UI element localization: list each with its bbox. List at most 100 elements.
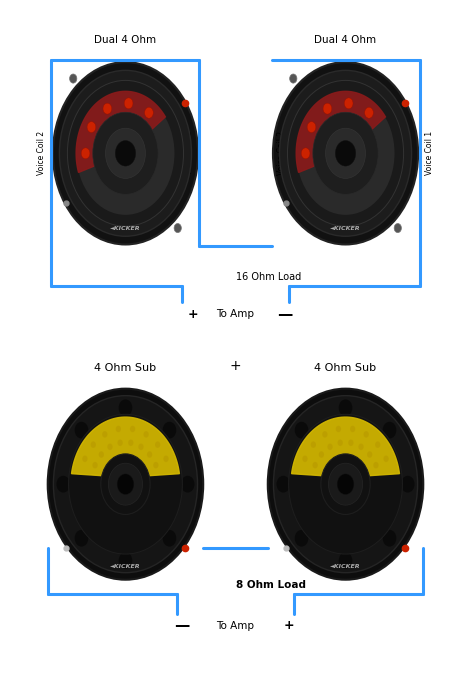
Ellipse shape — [274, 396, 418, 573]
Ellipse shape — [119, 552, 132, 569]
Ellipse shape — [279, 71, 412, 236]
Ellipse shape — [163, 456, 169, 462]
Ellipse shape — [115, 140, 136, 166]
Ellipse shape — [382, 422, 396, 439]
Text: +: + — [230, 359, 241, 374]
Ellipse shape — [313, 113, 378, 195]
Text: +: + — [284, 620, 295, 633]
Ellipse shape — [268, 388, 423, 580]
Polygon shape — [292, 417, 399, 476]
Ellipse shape — [401, 476, 414, 492]
Ellipse shape — [69, 414, 182, 554]
Text: ◄KICKER: ◄KICKER — [110, 226, 141, 231]
Ellipse shape — [295, 422, 309, 439]
Ellipse shape — [356, 122, 365, 133]
Ellipse shape — [336, 426, 341, 432]
Ellipse shape — [297, 92, 395, 215]
Ellipse shape — [138, 443, 144, 450]
Ellipse shape — [323, 103, 332, 114]
Text: Voice Coil 2: Voice Coil 2 — [37, 132, 46, 176]
Ellipse shape — [93, 113, 158, 195]
Ellipse shape — [301, 148, 310, 159]
Ellipse shape — [124, 98, 133, 108]
Ellipse shape — [96, 148, 105, 159]
Ellipse shape — [358, 443, 364, 450]
Text: —: — — [277, 306, 292, 321]
Ellipse shape — [344, 98, 353, 108]
Ellipse shape — [108, 463, 143, 505]
Ellipse shape — [130, 426, 135, 432]
Ellipse shape — [116, 426, 121, 432]
Text: 4 Ohm Sub: 4 Ohm Sub — [94, 363, 156, 374]
Ellipse shape — [70, 74, 77, 83]
Text: Voice Coil 1: Voice Coil 1 — [425, 132, 434, 176]
Ellipse shape — [123, 116, 132, 127]
Ellipse shape — [144, 431, 149, 437]
Ellipse shape — [365, 107, 374, 118]
Ellipse shape — [59, 71, 192, 236]
Ellipse shape — [327, 443, 333, 450]
Ellipse shape — [339, 399, 352, 416]
Ellipse shape — [321, 454, 370, 515]
Ellipse shape — [153, 462, 159, 468]
Text: To Amp: To Amp — [217, 621, 254, 631]
Ellipse shape — [147, 452, 152, 458]
Text: +: + — [188, 308, 199, 321]
Ellipse shape — [75, 530, 89, 546]
Ellipse shape — [374, 462, 379, 468]
Text: To Amp: To Amp — [217, 309, 254, 319]
Polygon shape — [72, 417, 179, 476]
Ellipse shape — [325, 128, 365, 178]
Ellipse shape — [106, 128, 146, 178]
Ellipse shape — [82, 456, 88, 462]
Ellipse shape — [364, 431, 369, 437]
Text: Dual 4 Ohm: Dual 4 Ohm — [94, 35, 156, 45]
Ellipse shape — [103, 103, 112, 114]
Ellipse shape — [75, 422, 89, 439]
Ellipse shape — [295, 530, 309, 546]
Ellipse shape — [128, 439, 133, 446]
Ellipse shape — [155, 441, 160, 448]
Ellipse shape — [48, 388, 203, 580]
Ellipse shape — [335, 140, 356, 166]
Text: 8 Ohm Load: 8 Ohm Load — [236, 580, 307, 590]
Ellipse shape — [53, 62, 198, 245]
Ellipse shape — [107, 443, 113, 450]
Ellipse shape — [145, 107, 153, 118]
Ellipse shape — [110, 119, 118, 130]
Ellipse shape — [119, 399, 132, 416]
Polygon shape — [296, 92, 385, 172]
Text: Dual 4 Ohm: Dual 4 Ohm — [315, 35, 377, 45]
Ellipse shape — [87, 121, 96, 133]
Ellipse shape — [302, 456, 308, 462]
Ellipse shape — [375, 441, 381, 448]
Ellipse shape — [276, 476, 290, 492]
Ellipse shape — [99, 452, 104, 458]
Text: Voice Coil 1: Voice Coil 1 — [185, 132, 194, 176]
Ellipse shape — [319, 452, 324, 458]
Ellipse shape — [181, 476, 195, 492]
Ellipse shape — [339, 552, 352, 569]
Text: 4 Ohm Sub: 4 Ohm Sub — [315, 363, 377, 374]
Ellipse shape — [322, 431, 327, 437]
Ellipse shape — [328, 463, 363, 505]
Ellipse shape — [76, 92, 174, 215]
Ellipse shape — [319, 131, 328, 142]
Ellipse shape — [348, 439, 354, 446]
Ellipse shape — [382, 530, 396, 546]
Ellipse shape — [57, 476, 70, 492]
Ellipse shape — [394, 224, 401, 233]
Ellipse shape — [273, 62, 418, 245]
Ellipse shape — [81, 148, 90, 159]
Text: 16 Ohm Load: 16 Ohm Load — [236, 273, 302, 282]
Ellipse shape — [162, 422, 176, 439]
Ellipse shape — [53, 396, 197, 573]
Ellipse shape — [117, 474, 134, 494]
Ellipse shape — [311, 441, 316, 448]
Ellipse shape — [101, 454, 150, 515]
Ellipse shape — [316, 148, 325, 159]
Ellipse shape — [350, 426, 355, 432]
Text: ◄KICKER: ◄KICKER — [330, 563, 361, 569]
Ellipse shape — [343, 116, 352, 127]
Ellipse shape — [287, 81, 404, 226]
